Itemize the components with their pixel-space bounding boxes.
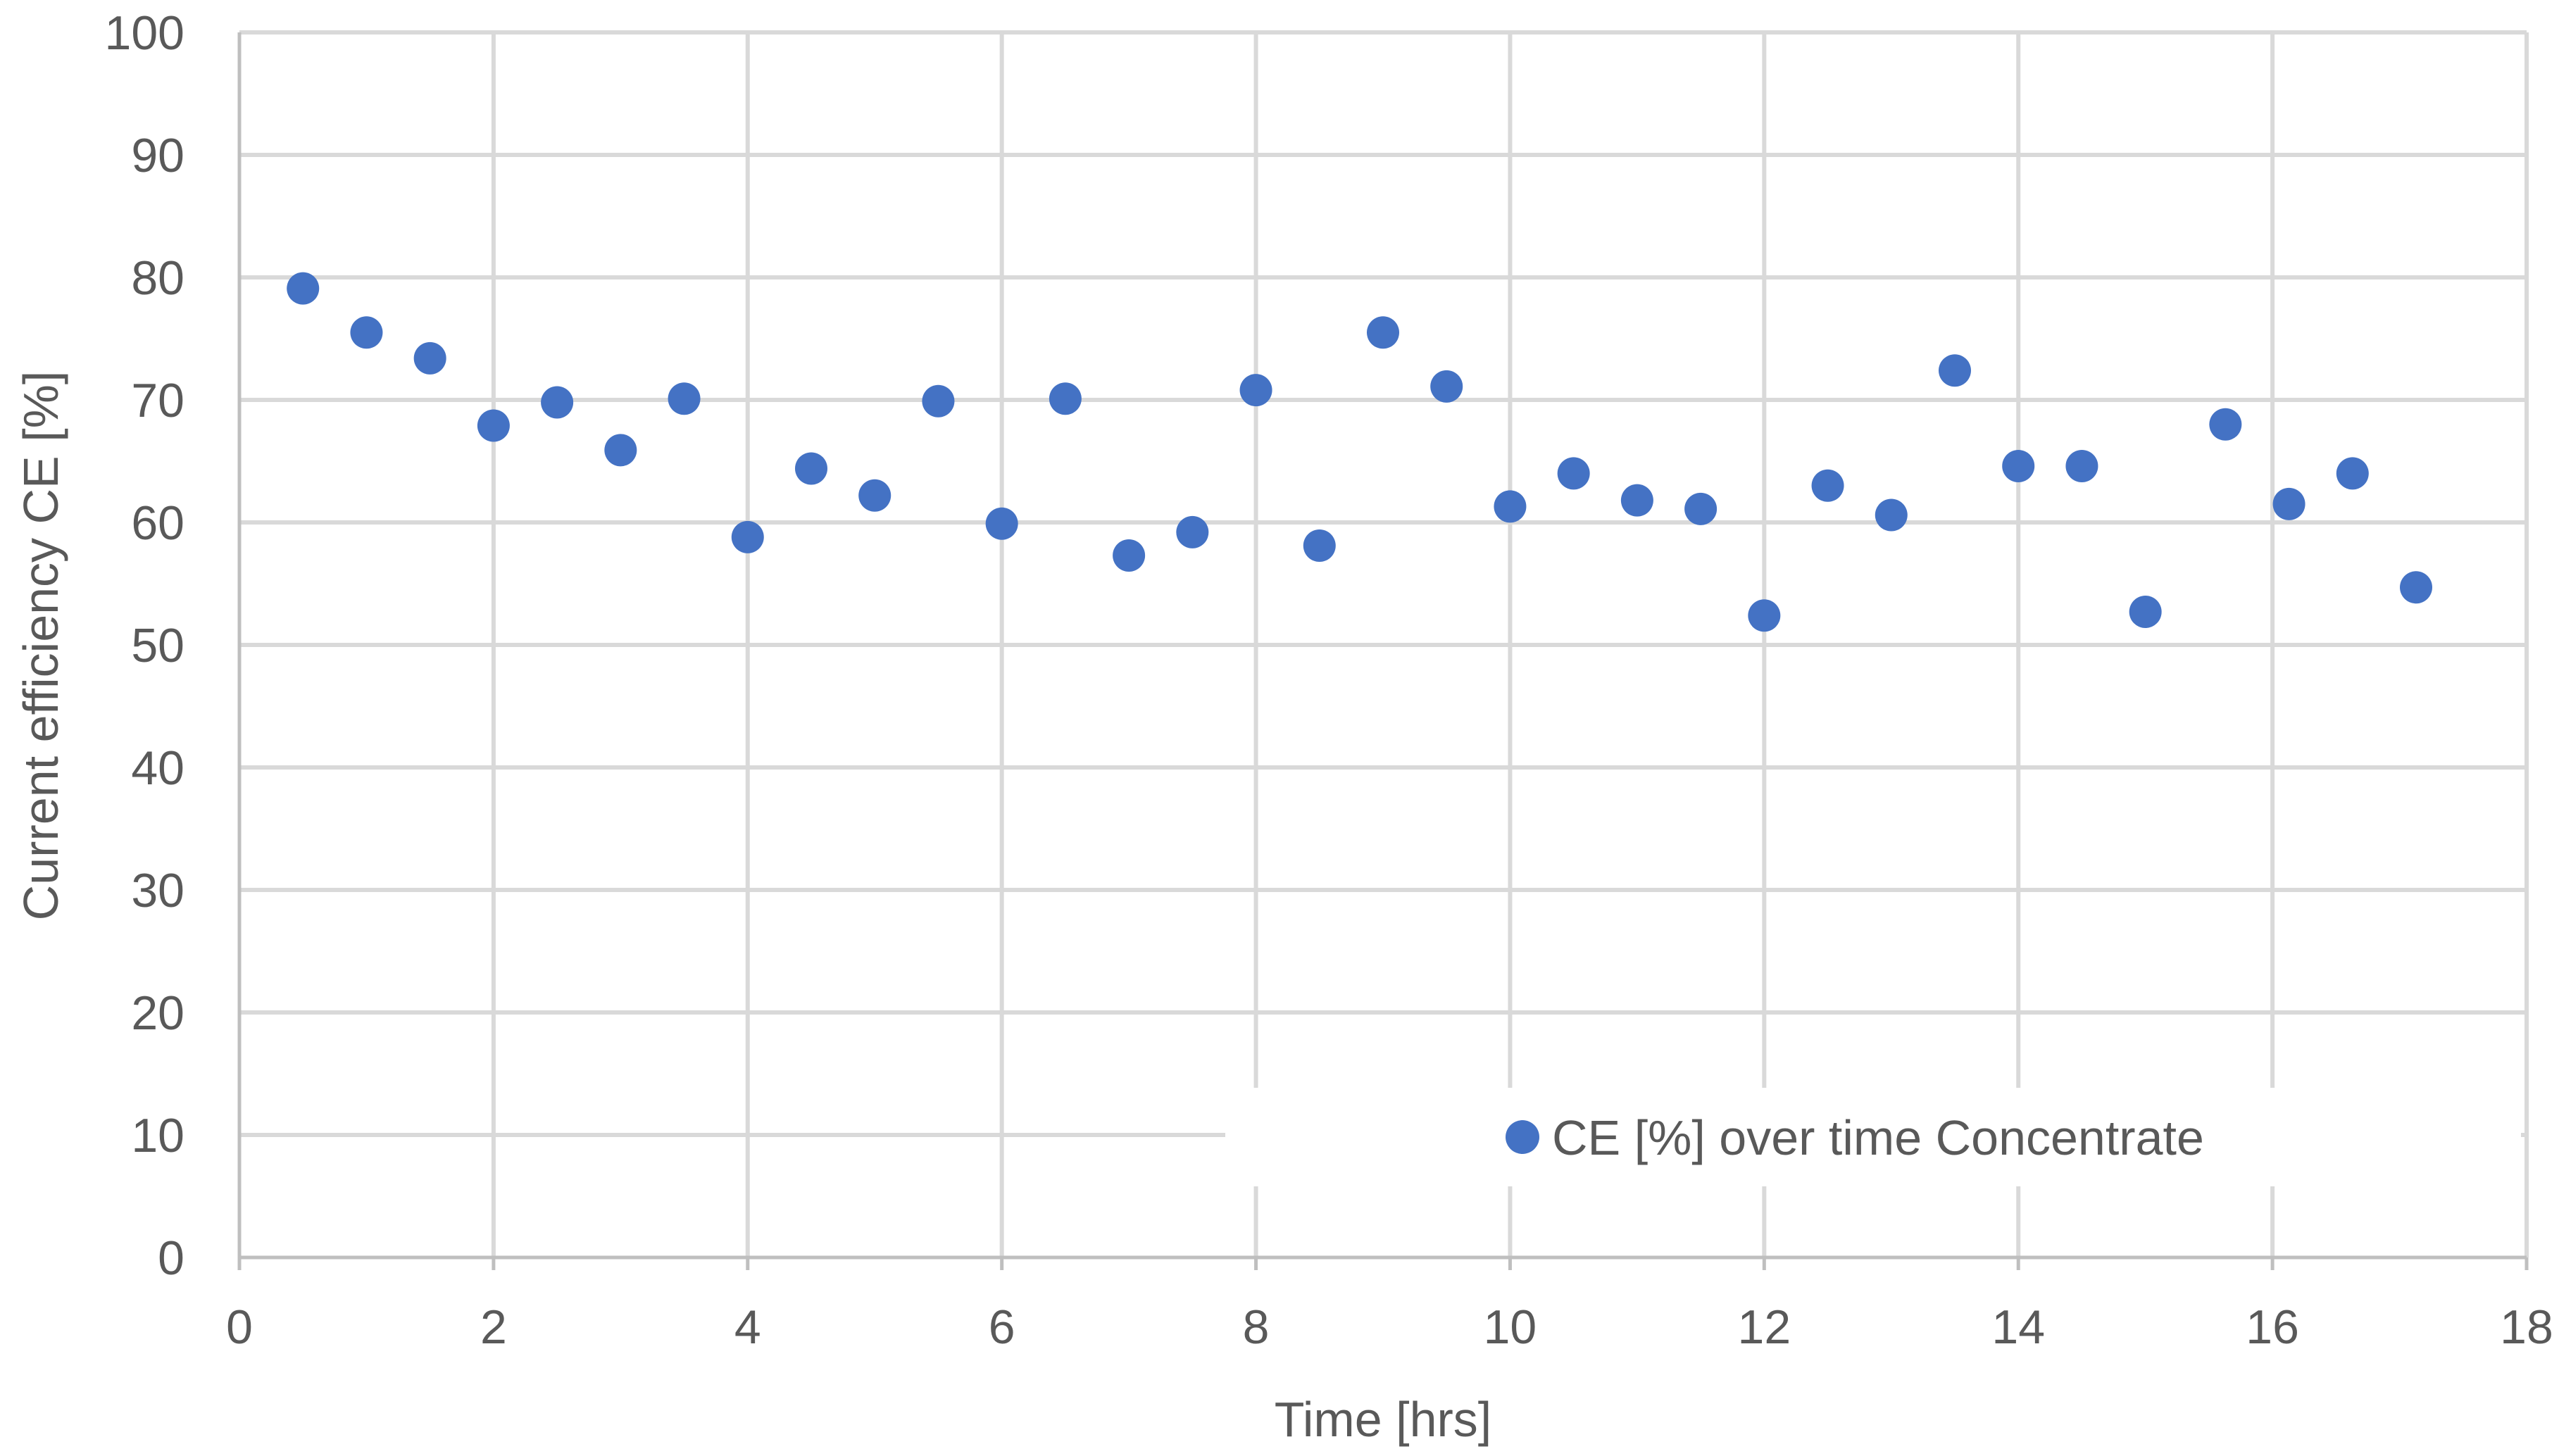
data-point — [604, 434, 637, 467]
data-points — [287, 272, 2433, 632]
x-tick-label: 12 — [1738, 1300, 1791, 1354]
y-tick-label: 90 — [131, 129, 184, 182]
data-point — [1113, 539, 1146, 572]
data-point — [287, 272, 320, 305]
x-tick-label: 6 — [989, 1300, 1015, 1354]
data-point — [1684, 492, 1718, 525]
data-point — [1557, 457, 1590, 490]
legend-label: CE [%] over time Concentrate — [1552, 1110, 2204, 1165]
x-tick-label: 2 — [480, 1300, 507, 1354]
data-point — [350, 316, 383, 349]
legend-marker — [1506, 1120, 1539, 1154]
data-point — [2272, 487, 2305, 520]
x-tick-labels: 0 2 4 6 8 10 12 14 16 18 — [226, 1300, 2553, 1354]
y-tick-label: 80 — [131, 251, 184, 305]
x-tick-label: 10 — [1484, 1300, 1537, 1354]
y-tick-label: 50 — [131, 619, 184, 672]
y-tick-label: 10 — [131, 1109, 184, 1162]
data-point — [1367, 316, 1399, 349]
data-point — [1811, 469, 1844, 502]
y-tick-label: 70 — [131, 374, 184, 427]
data-point — [795, 452, 827, 485]
data-point — [985, 507, 1018, 540]
data-point — [1939, 354, 1971, 387]
y-tick-label: 20 — [131, 986, 184, 1040]
data-point — [668, 382, 701, 415]
data-point — [1176, 515, 1209, 548]
data-point — [1239, 374, 1272, 407]
data-point — [1875, 498, 1908, 532]
axes — [237, 32, 2529, 1270]
data-point — [1494, 490, 1527, 523]
data-point — [1303, 529, 1336, 563]
data-point — [2065, 449, 2098, 482]
legend: CE [%] over time Concentrate — [1506, 1110, 2204, 1165]
data-point — [2002, 449, 2035, 482]
data-point — [2400, 571, 2433, 604]
y-tick-label: 100 — [105, 6, 184, 60]
x-tick-label: 14 — [1991, 1300, 2045, 1354]
data-point — [2209, 408, 2242, 441]
legend-background — [1225, 1088, 2521, 1186]
grid — [239, 30, 2529, 1257]
x-tick-label: 16 — [2246, 1300, 2299, 1354]
x-tick-label: 4 — [734, 1300, 761, 1354]
y-tick-labels: 0 10 20 30 40 50 60 70 80 90 100 — [105, 6, 184, 1285]
data-point — [541, 386, 574, 419]
y-tick-label: 40 — [131, 741, 184, 795]
data-point — [1620, 484, 1653, 517]
x-tick-label: 8 — [1243, 1300, 1270, 1354]
y-tick-label: 0 — [158, 1231, 184, 1285]
x-tick-label: 0 — [226, 1300, 253, 1354]
data-point — [477, 409, 510, 442]
data-point — [1430, 370, 1463, 403]
data-point — [2336, 457, 2369, 490]
x-axis-title: Time [hrs] — [1275, 1392, 1492, 1447]
y-tick-label: 60 — [131, 496, 184, 550]
data-point — [858, 479, 891, 512]
data-point — [731, 520, 764, 553]
data-point — [922, 384, 955, 418]
data-point — [2129, 596, 2162, 629]
data-point — [1748, 599, 1781, 632]
y-axis-title: Current efficiency CE [%] — [13, 371, 68, 921]
y-tick-label: 30 — [131, 864, 184, 917]
data-point — [413, 341, 446, 375]
data-point — [1049, 382, 1082, 415]
x-tick-label: 18 — [2500, 1300, 2553, 1354]
